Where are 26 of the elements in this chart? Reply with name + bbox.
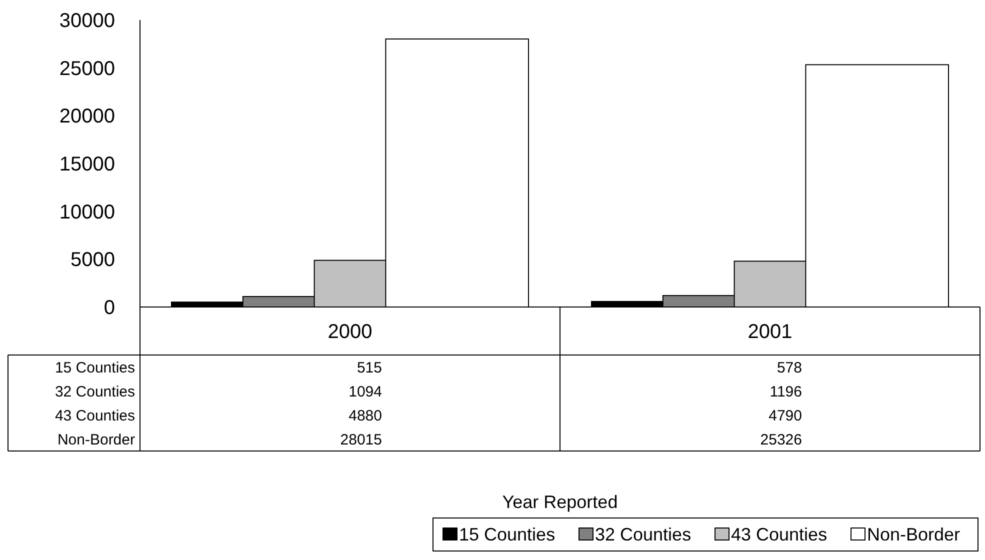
data-label: 1196 [770,383,802,400]
text: Year Reported [502,492,618,512]
data-label: 4880 [348,407,382,424]
y-tick-label: 25000 [59,58,115,80]
data-label: 515 [356,359,382,376]
legend-label: 15 Counties [459,524,556,544]
text: Non-Border [57,431,135,448]
y-tick-label: 15000 [59,154,115,176]
legend-label: 32 Counties [595,524,692,544]
data-label: 28015 [340,431,382,448]
data-label: 1094 [348,383,382,400]
y-tick-label: 20000 [59,106,115,128]
text: 43 Counties [54,407,135,424]
y-tick-label: 10000 [59,201,115,224]
y-tick-label: 30000 [59,10,115,32]
legend-label: Non-Border [867,524,960,544]
x-tick-label: 2000 [328,321,372,343]
text: 15 Counties [54,359,135,376]
data-label: 578 [776,359,802,376]
text: 32 Counties [54,383,135,400]
y-tick-label: 0 [104,297,115,319]
legend-label: 43 Counties [731,524,828,544]
data-label: 4790 [768,407,802,424]
x-tick-label: 2001 [748,321,792,343]
y-tick-label: 5000 [70,249,115,272]
data-label: 25326 [760,431,802,448]
